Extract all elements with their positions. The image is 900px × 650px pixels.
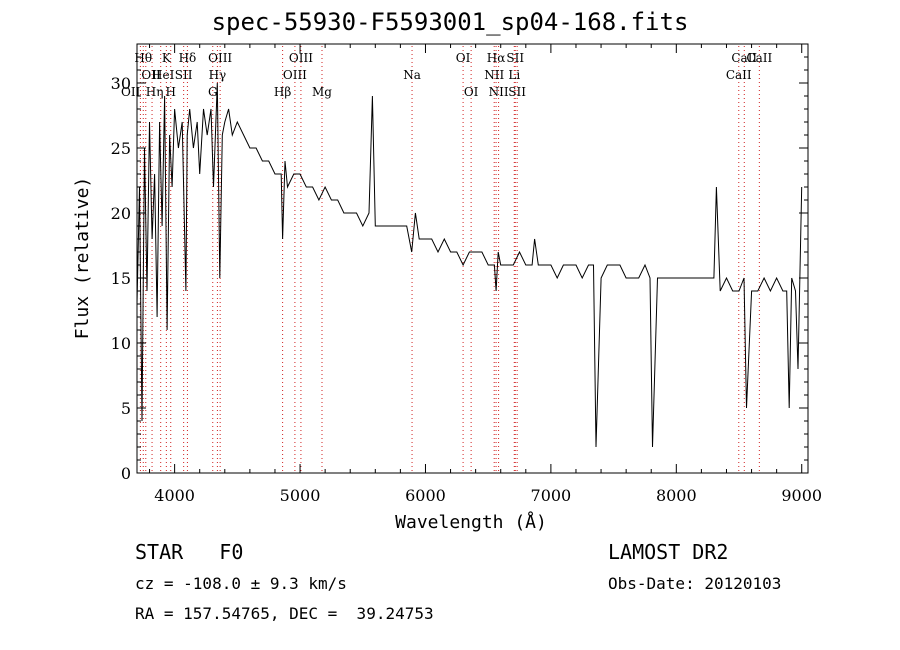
y-tick-label: 5 — [121, 399, 131, 418]
x-tick-label: 5000 — [280, 486, 321, 505]
spectral-line-label: SII — [508, 85, 526, 99]
spectral-line-label: CaII — [731, 51, 757, 65]
y-tick-label: 25 — [111, 139, 131, 158]
spectral-line-label: Mg — [312, 85, 332, 99]
axes-layer: 4000 5000 6000 7000 8000 9000 0 5 10 15 20 25 30 — [111, 43, 822, 505]
y-tick-label: 30 — [111, 74, 131, 93]
object-class: STAR F0 — [135, 540, 244, 564]
spectral-line-label: G — [208, 85, 218, 99]
spectral-line-label: Hδ — [179, 51, 197, 65]
spectral-line-label: SII — [506, 51, 524, 65]
plot-frame — [136, 43, 809, 474]
spectral-line-label: Li — [508, 68, 520, 82]
spectral-line-label: Na — [403, 68, 421, 82]
flux-series-line — [136, 82, 803, 448]
observation-date: Obs-Date: 20120103 — [608, 574, 782, 593]
spectral-line-label: CaII — [746, 51, 772, 65]
spectral-line-label: OII — [121, 85, 141, 99]
spectral-line-label: Hη — [146, 85, 164, 99]
y-tick-label: 15 — [111, 269, 131, 288]
x-tick-label: 7000 — [531, 486, 572, 505]
spectral-line-label: OIII — [208, 51, 232, 65]
survey-name: LAMOST DR2 — [608, 540, 729, 564]
spectral-line-label: K — [162, 51, 172, 65]
y-tick-label: 20 — [111, 204, 131, 223]
spectral-line-label: OI — [464, 85, 479, 99]
line-labels-layer: OIIHθHηHeIOIIKHSIIHδGHγOIIIHβOIIIOIIIMgN… — [121, 51, 772, 99]
spectral-line-label: OIII — [283, 68, 307, 82]
spectral-line-label: SII — [175, 68, 193, 82]
spectral-line-label: NII — [489, 85, 509, 99]
spectral-line-label: H — [166, 85, 176, 99]
series-layer — [136, 82, 803, 448]
y-axis-label: Flux (relative) — [72, 177, 93, 340]
spectral-line-label: Hγ — [209, 68, 227, 82]
spectral-line-label: Hα — [487, 51, 506, 65]
spectral-lines-layer — [139, 46, 760, 473]
spectral-line-label: OII — [141, 68, 161, 82]
chart-title: spec-55930-F5593001_sp04-168.fits — [211, 8, 689, 36]
y-tick-label: 0 — [121, 464, 131, 483]
spectral-line-label: Hθ — [134, 51, 152, 65]
spectral-line-label: HeI — [152, 68, 175, 82]
spectral-line-label: OIII — [289, 51, 313, 65]
x-tick-label: 6000 — [405, 486, 446, 505]
x-tick-label: 8000 — [656, 486, 697, 505]
spectral-line-label: NII — [484, 68, 504, 82]
ra-dec-coordinates: RA = 157.54765, DEC = 39.24753 — [135, 604, 434, 623]
x-tick-label: 9000 — [781, 486, 822, 505]
x-tick-label: 4000 — [154, 486, 195, 505]
y-tick-label: 10 — [111, 334, 131, 353]
spectral-line-label: Hβ — [274, 85, 291, 99]
spectral-line-label: CaII — [726, 68, 752, 82]
x-axis-label: Wavelength (Å) — [395, 511, 547, 533]
redshift-velocity: cz = -108.0 ± 9.3 km/s — [135, 574, 347, 593]
spectral-line-label: OI — [456, 51, 471, 65]
